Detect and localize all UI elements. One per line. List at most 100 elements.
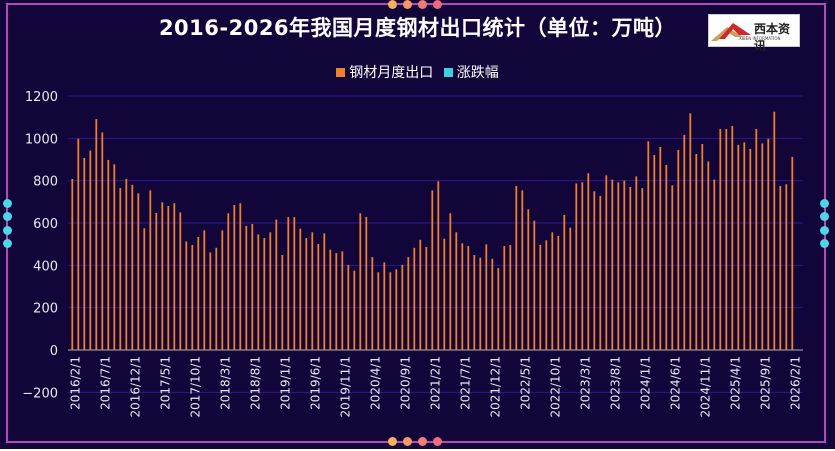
bar <box>371 257 374 350</box>
bar <box>701 144 704 350</box>
bar <box>263 238 266 350</box>
y-tick-label: 1200 <box>25 90 58 105</box>
bar <box>203 230 206 350</box>
logo: 西本资讯 XIBEN INFORMATION <box>708 14 800 53</box>
bar <box>269 232 272 350</box>
bar <box>143 228 146 350</box>
bar <box>569 227 572 350</box>
bar <box>653 155 656 350</box>
bar <box>479 257 482 350</box>
x-tick-label: 2017/5/1 <box>158 356 172 410</box>
bar <box>317 243 320 350</box>
x-tick-label: 2021/12/1 <box>488 356 502 418</box>
decor-dot <box>433 437 442 446</box>
bar <box>77 138 80 350</box>
bar <box>341 251 344 350</box>
bar <box>749 148 752 350</box>
bar <box>353 270 356 350</box>
bar <box>323 233 326 350</box>
bar <box>557 235 560 350</box>
decor-dot <box>3 199 12 208</box>
bar <box>695 153 698 350</box>
decor-dot <box>418 0 427 9</box>
border-bottom <box>6 441 826 443</box>
y-tick-label: 600 <box>33 217 58 232</box>
bar <box>191 245 194 350</box>
bar <box>521 190 524 350</box>
bar <box>647 141 650 350</box>
bar <box>563 214 566 350</box>
x-tick-label: 2016/12/1 <box>128 356 142 418</box>
decor-dot <box>3 212 12 221</box>
bar <box>581 182 584 350</box>
bar <box>785 184 788 350</box>
bar <box>635 176 638 350</box>
bar <box>437 181 440 350</box>
x-tick-label: 2016/2/1 <box>68 356 82 410</box>
bar <box>761 143 764 350</box>
decor-dot <box>388 0 397 9</box>
bar <box>245 225 248 350</box>
bar <box>311 232 314 350</box>
bar <box>611 179 614 350</box>
bar <box>551 232 554 350</box>
bar <box>161 202 164 350</box>
bar <box>167 206 170 350</box>
bar <box>707 161 710 350</box>
decor-dot <box>3 226 12 235</box>
bar <box>305 238 308 350</box>
bar <box>527 209 530 350</box>
bar <box>131 184 134 350</box>
x-tick-label: 2022/5/1 <box>518 356 532 410</box>
bar <box>575 183 578 350</box>
bar <box>533 220 536 350</box>
bar <box>491 258 494 350</box>
x-tick-label: 2021/7/1 <box>458 356 472 410</box>
bar <box>455 232 458 350</box>
legend: 钢材月度出口 涨跌幅 <box>0 62 835 82</box>
bar <box>755 129 758 350</box>
logo-subtext: XIBEN INFORMATION <box>739 36 781 41</box>
x-tick-label: 2024/6/1 <box>668 356 682 410</box>
legend-swatch <box>336 67 346 77</box>
bar <box>617 182 620 350</box>
bar <box>215 247 218 350</box>
bar <box>503 246 506 350</box>
bar <box>515 185 518 350</box>
bar <box>83 158 86 350</box>
x-tick-label: 2026/2/1 <box>788 356 802 410</box>
decor-dot <box>433 0 442 9</box>
legend-item-export[interactable]: 钢材月度出口 <box>336 62 433 82</box>
x-tick-label: 2016/7/1 <box>98 356 112 410</box>
bar <box>497 268 500 350</box>
x-tick-label: 2021/2/1 <box>428 356 442 410</box>
bar <box>113 164 116 350</box>
bar <box>623 180 626 350</box>
legend-item-change[interactable]: 涨跌幅 <box>443 62 499 82</box>
bar <box>251 224 254 350</box>
bar <box>539 245 542 350</box>
bar <box>359 213 362 350</box>
bar <box>365 217 368 350</box>
bar <box>767 138 770 350</box>
bar <box>779 185 782 350</box>
bar <box>185 241 188 350</box>
bar <box>155 213 158 350</box>
border-left <box>6 3 8 443</box>
bar <box>119 188 122 350</box>
x-tick-label: 2024/11/1 <box>698 356 712 418</box>
bar <box>287 217 290 350</box>
bar <box>335 253 338 350</box>
x-tick-label: 2018/3/1 <box>218 356 232 410</box>
bar <box>419 239 422 350</box>
bar <box>197 236 200 350</box>
bar <box>293 217 296 350</box>
x-tick-label: 2019/6/1 <box>308 356 322 410</box>
x-tick-label: 2019/1/1 <box>278 356 292 410</box>
bar <box>599 195 602 350</box>
chart-title: 2016-2026年我国月度钢材出口统计（单位：万吨） <box>158 16 677 40</box>
bar <box>233 205 236 350</box>
bar <box>383 262 386 350</box>
y-tick-label: 1000 <box>25 132 58 147</box>
y-tick-label: 400 <box>33 259 58 274</box>
